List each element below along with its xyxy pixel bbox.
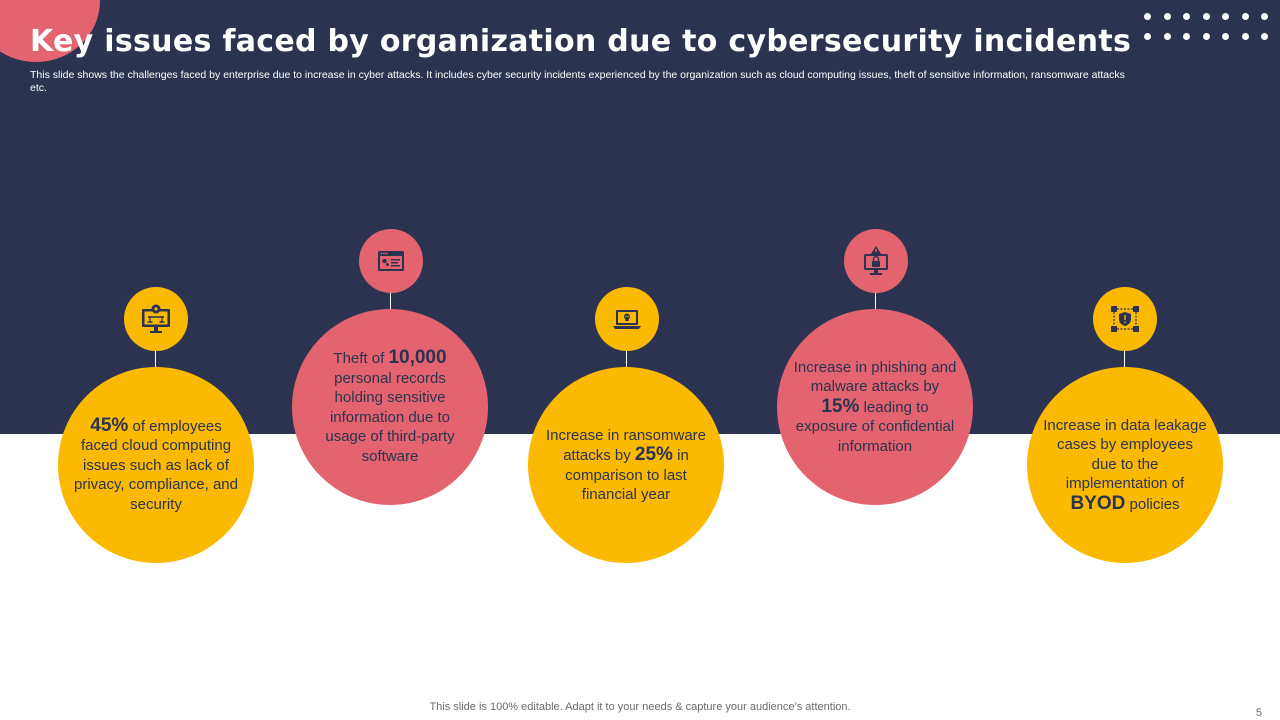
issue-4-circle: Increase in phishing and malware attacks…: [777, 309, 973, 505]
issue-5-text: Increase in data leakage cases by employ…: [1043, 416, 1207, 515]
decor-dot: [1202, 33, 1210, 40]
connector-line: [875, 292, 876, 310]
issue-2-highlight: 10,000: [388, 347, 447, 368]
phishing-alert-monitor-icon: [864, 246, 888, 275]
top-background-band: [0, 0, 1280, 434]
issue-2-circle: Theft of 10,000 personal records holding…: [292, 309, 488, 505]
issue-1-icon-badge: [124, 287, 188, 351]
issue-1-circle: 45% of employees faced cloud computing i…: [58, 367, 254, 563]
issue-2-text: Theft of 10,000 personal records holding…: [308, 348, 472, 466]
issue-4-text-after: leading to exposure of confidential info…: [795, 398, 955, 455]
slide-subtitle: This slide shows the challenges faced by…: [30, 69, 1125, 94]
dot-grid-decoration: [1140, 10, 1270, 44]
decor-dot: [1261, 13, 1268, 20]
issue-5-highlight: BYOD: [1070, 492, 1126, 514]
issue-5-icon-badge: [1093, 287, 1157, 351]
slide-footer: This slide is 100% editable. Adapt it to…: [429, 701, 851, 713]
issue-1-text: 45% of employees faced cloud computing i…: [74, 416, 238, 515]
issue-4-icon-badge: [844, 229, 908, 293]
decor-dot: [1241, 13, 1249, 20]
data-leakage-network-icon: [1111, 306, 1139, 332]
decor-dot: [1241, 33, 1249, 40]
decor-dot: [1144, 13, 1151, 20]
issue-3-highlight: 25%: [634, 444, 673, 465]
ransomware-laptop-icon: [613, 310, 641, 329]
decor-dot: [1183, 13, 1190, 20]
slide-title: Key issues faced by organization due to …: [30, 24, 1132, 59]
issue-3-text-after: in comparison to last financial year: [565, 447, 689, 503]
decor-dot: [1183, 33, 1190, 40]
decor-dot: [1144, 33, 1151, 40]
connector-line: [155, 350, 156, 370]
connector-line: [626, 350, 627, 368]
connector-line: [1124, 350, 1125, 368]
decor-dot: [1202, 13, 1210, 20]
decor-dot: [1163, 33, 1171, 40]
issue-2-text-before: Theft of: [333, 350, 385, 367]
decor-dot: [1222, 33, 1229, 40]
issue-2-text-after: personal records holding sensitive infor…: [325, 369, 455, 465]
issue-5-circle: Increase in data leakage cases by employ…: [1027, 367, 1223, 563]
decor-dot: [1261, 33, 1268, 40]
issue-4-text-before: Increase in phishing and malware attacks…: [793, 358, 957, 396]
connector-line: [390, 292, 391, 310]
issue-3-text-before: Increase in ransomware attacks by: [545, 426, 707, 465]
page-number: 5: [1255, 707, 1262, 719]
issue-1-text-after: of employees faced cloud computing issue…: [74, 417, 238, 513]
decor-dot: [1222, 13, 1229, 20]
issue-5-text-before: Increase in data leakage cases by employ…: [1043, 416, 1207, 493]
issue-4-text: Increase in phishing and malware attacks…: [793, 358, 957, 457]
cloud-computing-monitor-icon: [142, 304, 170, 333]
issue-3-icon-badge: [595, 287, 659, 351]
issue-1-highlight: 45%: [90, 414, 129, 436]
issue-3-text: Increase in ransomware attacks by 25% in…: [544, 426, 708, 505]
issue-5-text-after: policies: [1129, 495, 1180, 513]
decor-dot: [1163, 13, 1171, 20]
issue-2-icon-badge: [359, 229, 423, 293]
browser-window-icon: [378, 251, 404, 271]
issue-3-circle: Increase in ransomware attacks by 25% in…: [528, 367, 724, 563]
issue-4-highlight: 15%: [821, 395, 860, 417]
